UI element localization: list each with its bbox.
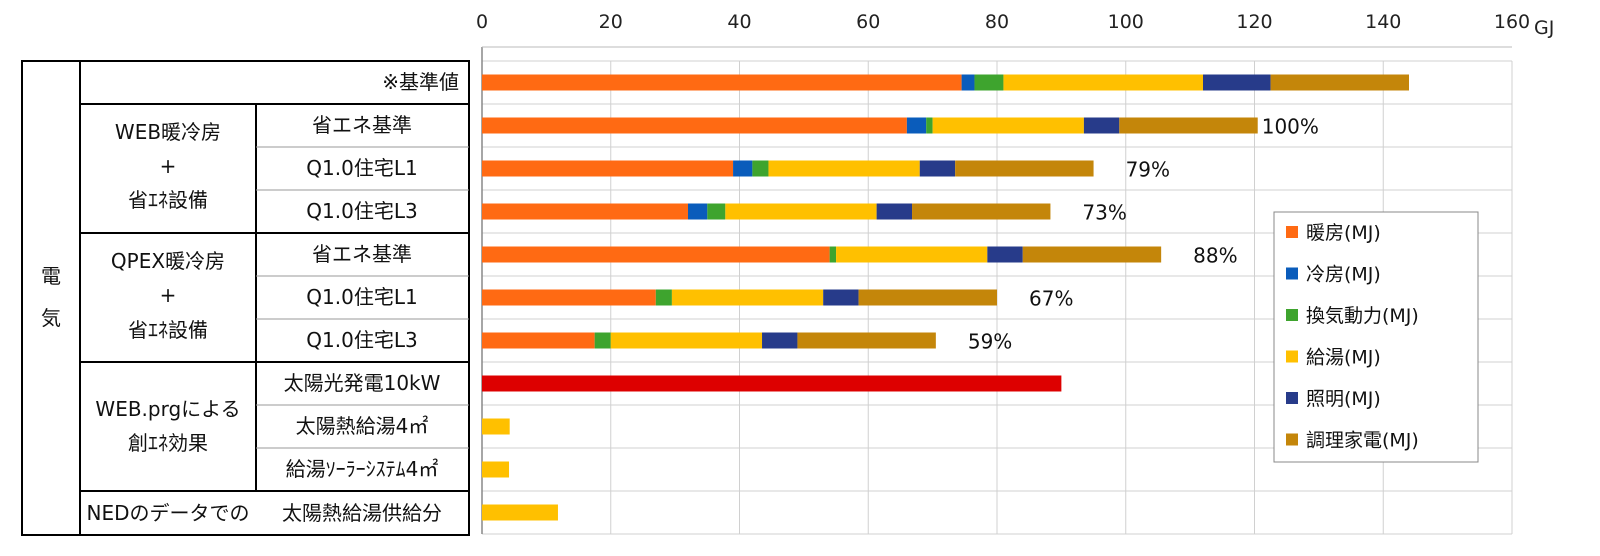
- bar-segment: [955, 160, 1094, 177]
- legend-label: 換気動力(MJ): [1306, 305, 1419, 327]
- legend-swatch: [1286, 433, 1298, 446]
- bar-segment: [752, 160, 769, 177]
- section-2-line-1: QPEX暖冷房: [111, 249, 225, 273]
- bar-segment: [829, 246, 837, 263]
- bar-segment: [688, 203, 708, 220]
- x-tick-label: 40: [727, 11, 751, 33]
- ned-row-label: 太陽熱給湯供給分: [282, 501, 442, 525]
- bar-segment: [974, 74, 1004, 91]
- bar-segment: [906, 117, 927, 134]
- bar-segment: [932, 117, 1084, 134]
- percent-label: 59%: [968, 330, 1012, 354]
- percent-label: 73%: [1082, 201, 1126, 225]
- bar-segment: [1003, 74, 1203, 91]
- x-tick-label: 80: [985, 11, 1009, 33]
- percent-label: 67%: [1029, 287, 1073, 311]
- x-tick-label: 60: [856, 11, 880, 33]
- bar-segment: [671, 289, 824, 306]
- bar-segment: [912, 203, 1051, 220]
- legend-swatch: [1286, 392, 1298, 404]
- percent-label: 79%: [1126, 158, 1170, 182]
- row-label: 太陽熱給湯4㎡: [296, 414, 429, 438]
- bar: [482, 504, 558, 521]
- group-label-line-1: 電: [41, 264, 61, 288]
- legend-label: 冷房(MJ): [1306, 264, 1381, 286]
- bar-segment: [919, 160, 956, 177]
- section-2-line-2: +: [160, 283, 177, 307]
- bar-segment: [482, 289, 656, 306]
- bar-segment: [482, 117, 907, 134]
- bar-segment: [1119, 117, 1258, 134]
- bar: [482, 418, 510, 435]
- bar-segment: [961, 74, 975, 91]
- row-label: Q1.0住宅L3: [306, 199, 417, 223]
- bar-segment: [482, 160, 734, 177]
- plot-area: 0 20 40 60 80 100 120 140 160 GJ 100% 79%73% 88% 67% 5…: [476, 11, 1554, 535]
- percent-label: 88%: [1193, 244, 1237, 268]
- bar-segment: [733, 160, 753, 177]
- bar: [482, 375, 1062, 392]
- percent-label: 100%: [1262, 115, 1319, 139]
- bar-segment: [1022, 246, 1162, 263]
- bar-segment: [1203, 74, 1271, 91]
- legend-swatch: [1286, 309, 1298, 321]
- legend: 暖房(MJ) 冷房(MJ) 換気動力(MJ) 給湯(MJ) 照明(MJ) 調理家電(MJ): [1273, 211, 1479, 463]
- row-label: Q1.0住宅L3: [306, 328, 417, 352]
- legend-label: 調理家電(MJ): [1306, 430, 1419, 452]
- bar-segment: [482, 332, 595, 349]
- ned-label: NEDのデータでの: [87, 501, 250, 525]
- section-1-line-2: +: [160, 154, 177, 178]
- x-tick-label: 140: [1365, 11, 1401, 33]
- reference-label: ※基準値: [382, 70, 459, 94]
- row-label: 太陽光発電10kW: [284, 371, 441, 395]
- legend-swatch: [1286, 350, 1298, 363]
- bar-segment: [1270, 74, 1409, 91]
- section-2-line-3: 省ｴﾈ設備: [128, 318, 208, 342]
- section-3-line-2: 創ｴﾈ効果: [128, 431, 208, 455]
- row-label: Q1.0住宅L1: [306, 285, 417, 309]
- table-frame: [21, 60, 470, 536]
- row-label: 省エネ基準: [312, 242, 412, 266]
- bar-segment: [876, 203, 913, 220]
- bar-segment: [858, 289, 997, 306]
- x-tick-label: 160: [1494, 11, 1530, 33]
- bar-segment: [655, 289, 672, 306]
- bar-segment: [610, 332, 763, 349]
- category-table: 電 気 ※基準値 WEB暖冷房 + 省ｴﾈ設備 省エネ基準 Q1.0住宅L1 Q…: [21, 60, 470, 536]
- x-tick-label: 20: [599, 11, 623, 33]
- legend-label: 暖房(MJ): [1306, 222, 1381, 244]
- bar-segment: [823, 289, 859, 306]
- x-tick-label: 120: [1236, 11, 1272, 33]
- x-tick-label: 100: [1108, 11, 1144, 33]
- legend-box: [1273, 211, 1479, 463]
- row-label: 給湯ｿｰﾗｰｼｽﾃﾑ4㎡: [286, 457, 439, 481]
- bar-segment: [482, 74, 962, 91]
- legend-label: 給湯(MJ): [1306, 347, 1381, 369]
- group-label-line-2: 気: [41, 306, 61, 330]
- bar-segment: [707, 203, 726, 220]
- bar-segment: [926, 117, 933, 134]
- bar-segment: [987, 246, 1023, 263]
- legend-swatch: [1286, 226, 1298, 238]
- row-label: Q1.0住宅L1: [306, 156, 417, 180]
- bar-segment: [725, 203, 877, 220]
- bar-segment: [768, 160, 920, 177]
- x-tick-label: 0: [476, 11, 488, 33]
- row-label: 省エネ基準: [312, 113, 412, 137]
- section-1-line-1: WEB暖冷房: [115, 120, 221, 144]
- bar-segment: [762, 332, 798, 349]
- bar-segment: [1083, 117, 1120, 134]
- x-unit-label: GJ: [1534, 17, 1554, 39]
- bar-segment: [482, 246, 830, 263]
- legend-swatch: [1286, 267, 1298, 280]
- bar: [482, 461, 510, 478]
- bar-segment: [797, 332, 936, 349]
- section-1-line-3: 省ｴﾈ設備: [128, 188, 208, 212]
- bar-segment: [482, 203, 688, 220]
- legend-label: 照明(MJ): [1306, 388, 1381, 410]
- bar-segment: [594, 332, 611, 349]
- bar-segment: [836, 246, 988, 263]
- section-3-line-1: WEB.prgによる: [95, 397, 240, 421]
